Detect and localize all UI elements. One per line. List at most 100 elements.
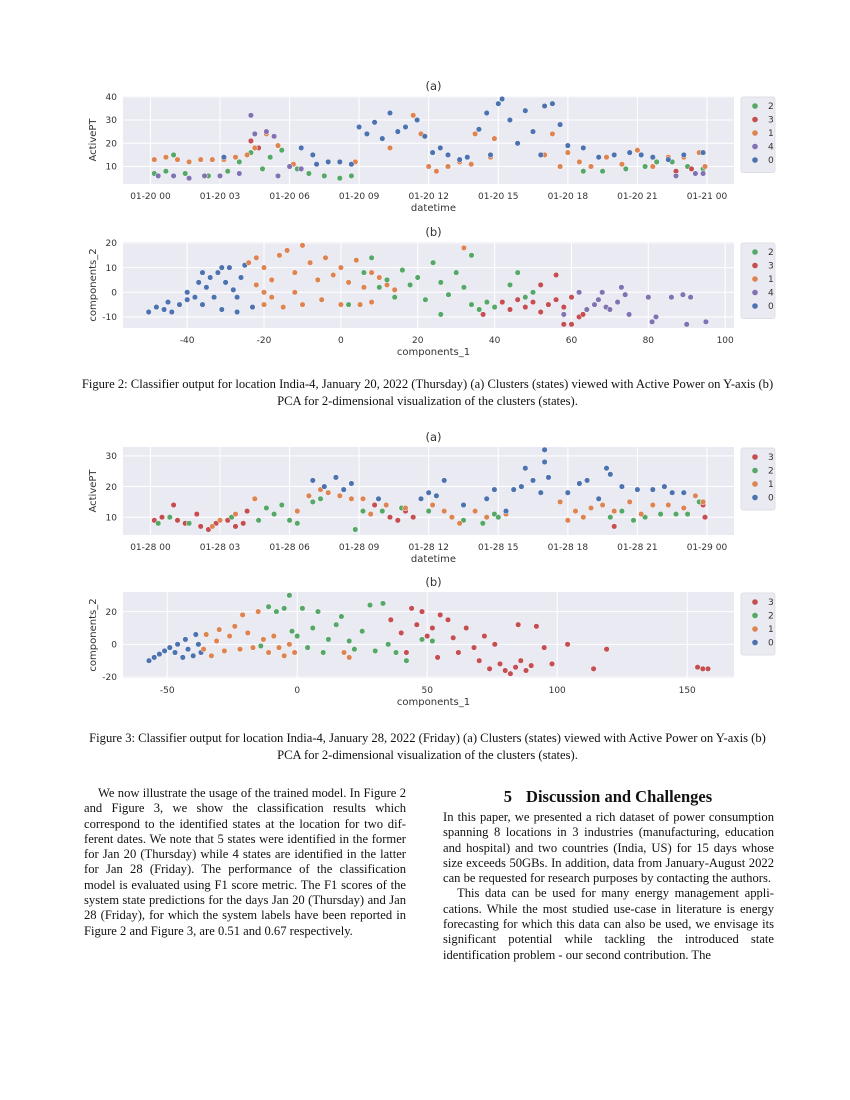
- data-point: [186, 520, 193, 527]
- legend-label: 0: [768, 302, 774, 312]
- data-point: [145, 657, 153, 664]
- data-point: [291, 269, 298, 276]
- data-point: [184, 646, 192, 653]
- data-point: [422, 296, 429, 303]
- data-point: [688, 165, 695, 172]
- data-point: [305, 170, 312, 177]
- chart-0: 01-20 00 01-20 03 01-20 06 01-20 09 01-20 12…: [88, 79, 776, 214]
- data-point: [529, 128, 537, 135]
- data-point: [249, 304, 256, 311]
- chart-2: 01-28 00 01-28 03 01-28 06 01-28 09 01-28 12…: [88, 430, 776, 565]
- y-tick-label: 20: [106, 239, 118, 249]
- data-point: [360, 269, 367, 276]
- data-point: [453, 269, 460, 276]
- x-tick-label: 01-28 06: [269, 543, 310, 553]
- data-point: [491, 304, 498, 311]
- data-point: [545, 301, 552, 308]
- y-tick-label: 20: [106, 139, 118, 149]
- legend-label: 2: [768, 467, 774, 477]
- legend-marker: [752, 599, 758, 605]
- legend-label: 3: [768, 598, 774, 608]
- x-tick-label: 60: [566, 336, 578, 346]
- data-point: [450, 634, 457, 641]
- data-point: [200, 646, 207, 653]
- data-point: [483, 299, 490, 306]
- data-point: [351, 646, 358, 653]
- data-point: [155, 172, 162, 179]
- data-point: [576, 289, 583, 296]
- data-point: [499, 95, 506, 103]
- data-point: [220, 154, 227, 161]
- data-point: [560, 311, 567, 318]
- data-point: [499, 299, 506, 306]
- data-point: [171, 649, 179, 656]
- data-point: [618, 284, 625, 291]
- data-point: [352, 526, 359, 533]
- legend: 3 2 1 0: [740, 447, 776, 511]
- data-point: [251, 130, 258, 137]
- legend: 2 3 1 4 0: [740, 242, 776, 319]
- x-axis-label: datetime: [411, 203, 456, 214]
- data-point: [275, 644, 283, 651]
- data-point: [579, 311, 587, 318]
- data-point: [487, 151, 494, 158]
- data-point: [398, 629, 405, 636]
- data-point: [321, 483, 328, 490]
- data-point: [286, 641, 293, 648]
- data-point: [387, 616, 394, 623]
- data-point: [464, 154, 471, 161]
- data-point: [260, 636, 267, 643]
- y-tick-label: 30: [106, 116, 118, 126]
- data-point: [533, 623, 540, 630]
- data-point: [672, 511, 680, 518]
- data-point: [476, 657, 483, 664]
- data-point: [322, 254, 329, 261]
- data-point: [537, 308, 544, 316]
- data-point: [307, 259, 314, 266]
- data-point: [463, 624, 470, 632]
- x-tick-label: 01-20 00: [130, 192, 171, 202]
- legend-marker: [752, 276, 758, 282]
- data-point: [694, 664, 701, 671]
- data-point: [433, 492, 440, 499]
- data-point: [418, 636, 426, 643]
- data-point: [368, 254, 375, 261]
- data-point: [414, 116, 421, 124]
- data-point: [161, 306, 168, 313]
- data-point: [276, 252, 283, 259]
- data-point: [265, 649, 272, 656]
- x-tick-label: 150: [679, 686, 696, 696]
- data-point: [192, 631, 199, 638]
- data-point: [515, 621, 522, 628]
- x-tick-label: 50: [421, 686, 433, 696]
- data-point: [247, 112, 254, 119]
- data-point: [237, 274, 245, 281]
- data-point: [618, 483, 625, 490]
- data-point: [517, 657, 524, 664]
- data-point: [541, 644, 548, 651]
- data-point: [502, 667, 509, 674]
- data-point: [179, 654, 186, 661]
- data-point: [270, 633, 277, 640]
- data-point: [564, 489, 571, 496]
- x-tick-label: 01-20 18: [548, 192, 589, 202]
- data-point: [336, 158, 343, 165]
- series-3: [480, 271, 587, 328]
- y-tick-label: 10: [106, 513, 118, 523]
- legend-box: [740, 242, 776, 319]
- data-point: [356, 123, 363, 131]
- data-point: [379, 600, 387, 607]
- data-point: [441, 508, 448, 515]
- legend-box: [740, 447, 776, 511]
- plot-area: [123, 242, 734, 328]
- data-point: [203, 284, 210, 291]
- data-point: [174, 156, 181, 163]
- data-point: [584, 477, 591, 484]
- data-point: [590, 665, 597, 672]
- data-point: [603, 465, 610, 472]
- data-point: [522, 465, 529, 472]
- data-point: [273, 608, 280, 615]
- data-point: [336, 492, 343, 499]
- data-point: [151, 654, 158, 661]
- data-point: [672, 172, 680, 179]
